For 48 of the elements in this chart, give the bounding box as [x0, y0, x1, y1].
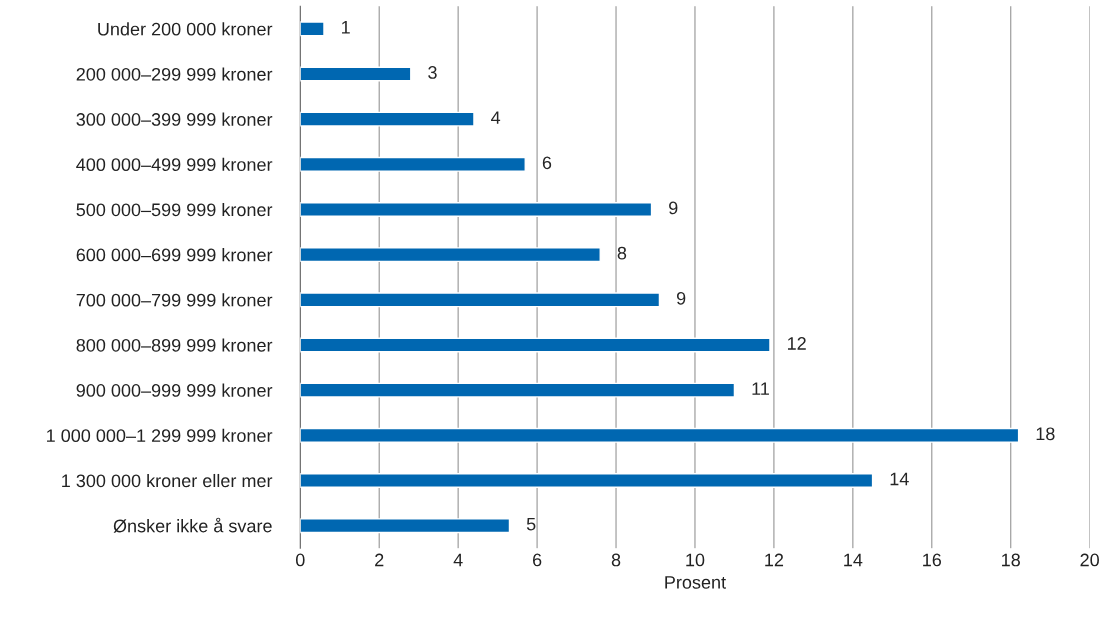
bar	[300, 337, 771, 353]
x-tick-label: 4	[453, 553, 463, 567]
bar	[300, 473, 874, 488]
bar	[300, 382, 736, 398]
data-label: 4	[491, 111, 501, 124]
data-label: 5	[526, 517, 536, 531]
bar	[300, 66, 412, 82]
data-label: 1	[342, 21, 350, 34]
y-tick-label: Ønsker ikke å svare	[113, 517, 272, 533]
data-label: 14	[890, 472, 909, 486]
x-tick-label: 8	[611, 553, 621, 567]
x-tick-label: 0	[295, 553, 305, 567]
bar	[300, 111, 475, 127]
y-tick-label: 600 000–699 999 kroner	[76, 248, 273, 262]
data-label: 8	[617, 246, 627, 260]
data-label: 9	[669, 201, 678, 215]
bar	[300, 21, 325, 37]
data-label: 3	[428, 66, 437, 79]
data-label: 12	[788, 337, 806, 350]
data-label: 18	[1036, 427, 1055, 441]
x-tick-label: 20	[1080, 553, 1099, 567]
data-label: 11	[752, 382, 769, 395]
x-tick-label: 10	[686, 553, 705, 567]
data-label: 6	[542, 156, 552, 170]
bar	[300, 247, 601, 263]
y-tick-label: 700 000–799 999 kroner	[76, 293, 273, 307]
y-tick-label: 800 000–899 999 kroner	[76, 338, 273, 352]
bar	[300, 292, 661, 308]
y-tick-label: 400 000–499 999 kroner	[76, 157, 273, 172]
x-tick-label: 12	[765, 553, 784, 567]
data-label: 9	[676, 291, 686, 305]
x-tick-label: 2	[375, 553, 384, 567]
bar	[300, 202, 653, 217]
x-tick-label: 18	[1002, 553, 1020, 567]
bar	[300, 427, 1020, 443]
y-tick-label: Under 200 000 kroner	[98, 22, 273, 36]
y-tick-label: 300 000–399 999 kroner	[76, 112, 273, 126]
x-axis-title: Prosent	[665, 576, 726, 589]
x-tick-label: 14	[844, 553, 863, 567]
bar	[300, 518, 511, 534]
x-tick-label: 6	[532, 553, 542, 567]
y-tick-label: 200 000–299 999 kroner	[76, 67, 273, 81]
y-tick-label: 900 000–999 999 kroner	[76, 383, 273, 397]
x-tick-label: 16	[923, 553, 942, 567]
bar	[300, 156, 526, 172]
y-tick-label: 1 000 000–1 299 999 kroner	[47, 428, 273, 443]
y-tick-label: 1 300 000 kroner eller mer	[62, 473, 273, 488]
y-tick-label: 500 000–599 999 kroner	[76, 202, 273, 217]
